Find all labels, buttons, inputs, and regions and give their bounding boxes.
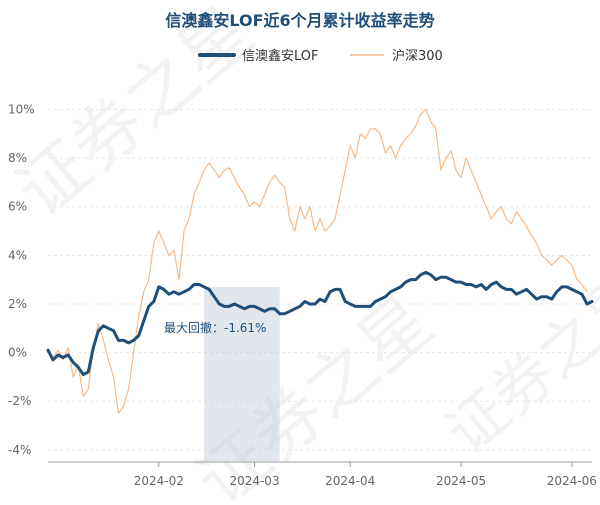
legend-label-1: 沪深300 [392, 48, 443, 64]
x-tick-label-4: 2024-06 [547, 474, 597, 488]
max-drawdown-region [204, 286, 280, 462]
y-tick-label-6: 8% [8, 151, 27, 165]
y-tick-label-4: 4% [8, 248, 27, 262]
series-line-0 [46, 270, 594, 376]
y-tick-label-1: -2% [8, 394, 31, 408]
watermark-text-0: 证券之星 [1, 0, 268, 233]
y-tick-label-2: 0% [8, 346, 27, 360]
max-drawdown-label: 最大回撤：-1.61% [164, 320, 266, 335]
y-tick-label-7: 10% [8, 102, 35, 116]
y-tick-label-3: 2% [8, 297, 27, 311]
y-tick-label-5: 6% [8, 200, 27, 214]
y-tick-label-0: -4% [8, 443, 31, 457]
x-tick-label-0: 2024-02 [134, 474, 184, 488]
x-tick-label-3: 2024-05 [436, 474, 486, 488]
series-line-1 [47, 108, 588, 414]
legend-label-0: 信澳鑫安LOF [242, 48, 319, 64]
x-tick-label-2: 2024-04 [325, 474, 375, 488]
x-tick-label-1: 2024-03 [229, 474, 279, 488]
chart-title: 信澳鑫安LOF近6个月累计收益率走势 [165, 11, 434, 30]
